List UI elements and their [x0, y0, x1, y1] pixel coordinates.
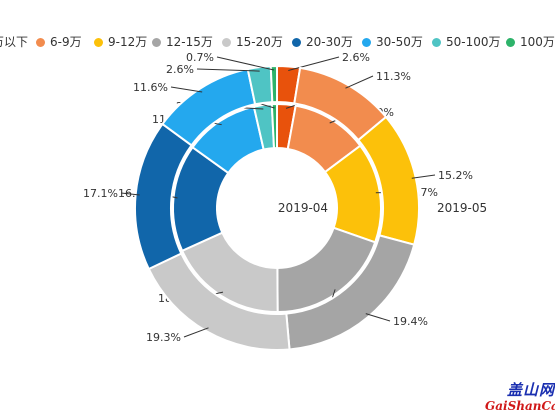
label-leader-outer-4	[183, 327, 209, 338]
data-label-outer-4: 19.3%	[146, 331, 181, 344]
data-label-outer-1: 11.3%	[376, 70, 411, 83]
data-label-outer-6: 11.6%	[133, 81, 168, 94]
outer-ring-label: 2019-05	[437, 201, 487, 215]
legend-swatch	[432, 38, 441, 47]
legend-swatch	[36, 38, 45, 47]
legend-swatch	[152, 38, 161, 47]
data-label-outer-0: 2.6%	[342, 51, 370, 64]
legend-swatch	[292, 38, 301, 47]
legend: 万以下 6-9万 9-12万 12-15万 15-20万 20-30万 30-50万 50-1…	[0, 30, 555, 52]
legend-item[interactable]: 50-100万	[432, 35, 501, 49]
watermark-line2: GaiShanCar	[485, 399, 555, 413]
legend-swatch	[222, 38, 231, 47]
label-leader-outer-0	[288, 56, 340, 71]
label-leader-outer-3	[365, 313, 391, 322]
data-label-outer-3: 19.4%	[393, 315, 428, 328]
watermark-logo: 盖山网 GaiShanCar	[485, 382, 555, 416]
watermark-line1: 盖山网	[506, 382, 555, 399]
data-label-outer-7: 2.6%	[166, 63, 194, 76]
legend-label: 50-100万	[446, 35, 501, 49]
legend-item[interactable]: 30-50万	[362, 35, 423, 49]
data-label-outer-8: 0.7%	[186, 51, 214, 64]
data-label-outer-2: 15.2%	[438, 169, 473, 182]
legend-swatch	[94, 38, 103, 47]
label-leader-outer-2	[411, 174, 436, 179]
label-leader-outer-8	[216, 56, 275, 71]
legend-item[interactable]: 万以下	[0, 35, 28, 49]
slice-outer-8[interactable]	[269, 64, 278, 104]
data-label-outer-5: 17.1%	[83, 187, 118, 200]
legend-label: 20-30万	[306, 35, 353, 49]
label-leader-outer-5	[120, 192, 140, 196]
legend-item[interactable]: 100万	[506, 35, 555, 49]
legend-label: 万以下	[0, 35, 29, 49]
label-leader-outer-7	[196, 68, 260, 72]
legend-label: 15-20万	[236, 35, 283, 49]
legend-item[interactable]: 9-12万	[94, 35, 147, 49]
legend-label: 9-12万	[108, 35, 148, 49]
legend-item[interactable]: 6-9万	[36, 35, 82, 49]
legend-item[interactable]: 20-30万	[292, 35, 353, 49]
legend-swatch	[362, 38, 371, 47]
legend-item[interactable]: 15-20万	[222, 35, 283, 49]
legend-label: 100万	[520, 35, 555, 49]
center-label: 2019-04	[278, 201, 328, 215]
legend-label: 6-9万	[50, 35, 82, 49]
legend-item[interactable]: 12-15万	[152, 35, 213, 49]
legend-label: 30-50万	[376, 35, 423, 49]
legend-label: 12-15万	[166, 35, 213, 49]
label-leader-outer-6	[170, 86, 203, 93]
legend-swatch	[506, 38, 515, 47]
label-leader-outer-1	[345, 75, 374, 89]
slice-inner-8[interactable]	[270, 102, 278, 150]
